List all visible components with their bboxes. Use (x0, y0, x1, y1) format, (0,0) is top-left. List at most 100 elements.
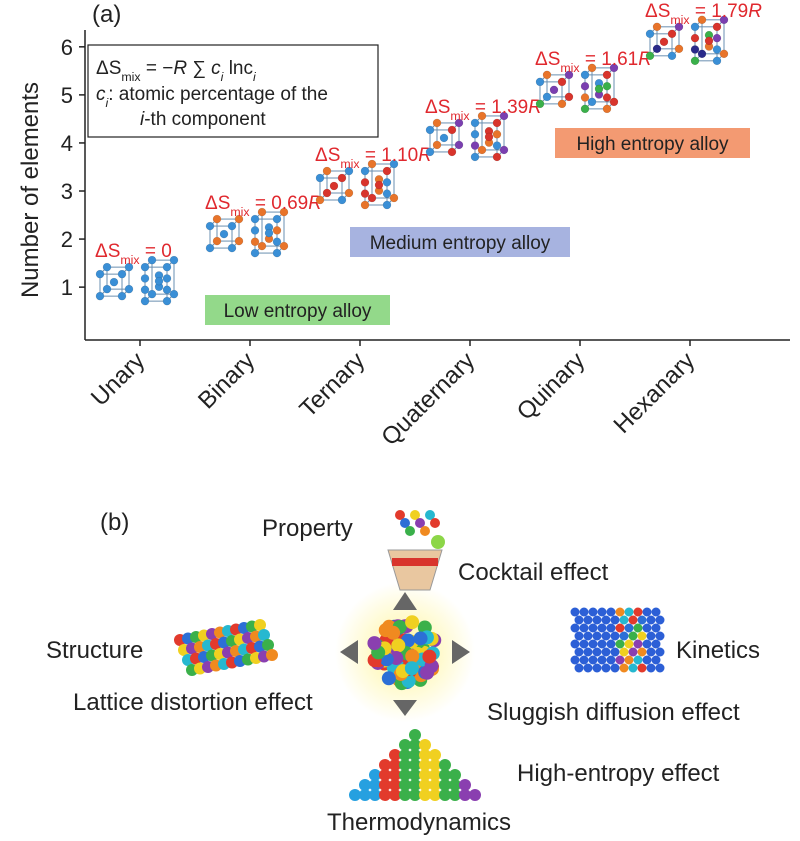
sphere (633, 623, 643, 633)
atom (162, 274, 172, 283)
sphere (419, 789, 431, 801)
sphere (655, 631, 665, 641)
text-run: = 1.61 (580, 49, 639, 70)
sphere (379, 759, 391, 771)
atom (492, 130, 502, 139)
atom (95, 291, 105, 301)
cell-edge (436, 122, 460, 146)
sphere (419, 779, 431, 791)
region-label: Medium entropy alloy (370, 233, 551, 254)
node-label: Sluggish diffusion effect (487, 699, 740, 726)
sphere (429, 769, 441, 781)
atom (425, 147, 435, 157)
x-tick-label: Ternary (295, 347, 371, 423)
sphere (389, 759, 401, 771)
sphere (409, 759, 421, 771)
atom (712, 56, 722, 66)
atom (549, 85, 559, 95)
atom (697, 49, 707, 59)
sphere (592, 631, 602, 641)
cell-edge (429, 129, 453, 153)
atom (602, 104, 612, 114)
cell-edge (319, 177, 343, 201)
atom (587, 97, 597, 107)
atom (227, 221, 237, 231)
arrow (452, 640, 470, 664)
sphere (379, 769, 391, 781)
text-run: i (106, 96, 110, 110)
sphere (601, 663, 611, 673)
sphere (439, 769, 451, 781)
atom (234, 214, 244, 224)
atom (697, 15, 707, 25)
cell-edge (584, 74, 608, 110)
region-box (350, 227, 570, 257)
sphere (389, 769, 401, 781)
atom (367, 193, 377, 203)
atom (279, 207, 289, 217)
sphere (592, 663, 602, 673)
atom (447, 147, 457, 157)
sphere (579, 623, 589, 633)
atom (250, 226, 260, 235)
atom (587, 63, 597, 73)
sphere (574, 647, 584, 657)
sphere (404, 661, 419, 676)
atom (140, 274, 150, 283)
atom (580, 81, 590, 91)
cell-edge (326, 170, 350, 194)
sphere (619, 631, 629, 641)
sphere (588, 623, 598, 633)
atom (645, 51, 655, 61)
sphere (266, 649, 278, 661)
sphere (646, 663, 656, 673)
atom (367, 159, 377, 169)
sphere (619, 647, 629, 657)
atom (219, 229, 229, 239)
formula-box (87, 44, 379, 138)
sphere (606, 623, 616, 633)
sphere (606, 607, 616, 617)
lattice-icon (205, 207, 289, 258)
atom (477, 111, 487, 121)
sphere (651, 639, 661, 649)
entropy-label: ΔSmix = 0 (95, 241, 172, 267)
sphere (570, 655, 580, 665)
sphere (409, 729, 421, 741)
sphere (415, 518, 425, 528)
atom (234, 236, 244, 246)
atom (564, 70, 574, 80)
cell-edge (701, 19, 725, 55)
atom (315, 195, 325, 205)
sphere (633, 655, 643, 665)
sphere (592, 647, 602, 657)
sphere (381, 671, 396, 686)
sphere (469, 789, 481, 801)
atom (470, 152, 480, 162)
sphere (410, 510, 420, 520)
arrow (393, 592, 417, 610)
atom (382, 166, 392, 176)
atom (659, 37, 669, 47)
atom (580, 93, 590, 102)
sphere (637, 615, 647, 625)
atom (542, 92, 552, 102)
sphere (399, 779, 411, 791)
text-run: i (253, 70, 257, 84)
x-tick-label: Quinary (512, 347, 591, 426)
cell-edge (209, 225, 233, 249)
sphere (429, 759, 441, 771)
sphere (579, 639, 589, 649)
y-tick-label: 4 (61, 131, 73, 156)
sphere (642, 623, 652, 633)
atom (454, 118, 464, 128)
region-box (205, 295, 390, 325)
glass-layer (392, 558, 438, 566)
atom (257, 241, 267, 251)
sphere (399, 739, 411, 751)
atom (690, 22, 700, 32)
atom (602, 93, 612, 102)
atom (124, 262, 134, 272)
sphere (583, 615, 593, 625)
